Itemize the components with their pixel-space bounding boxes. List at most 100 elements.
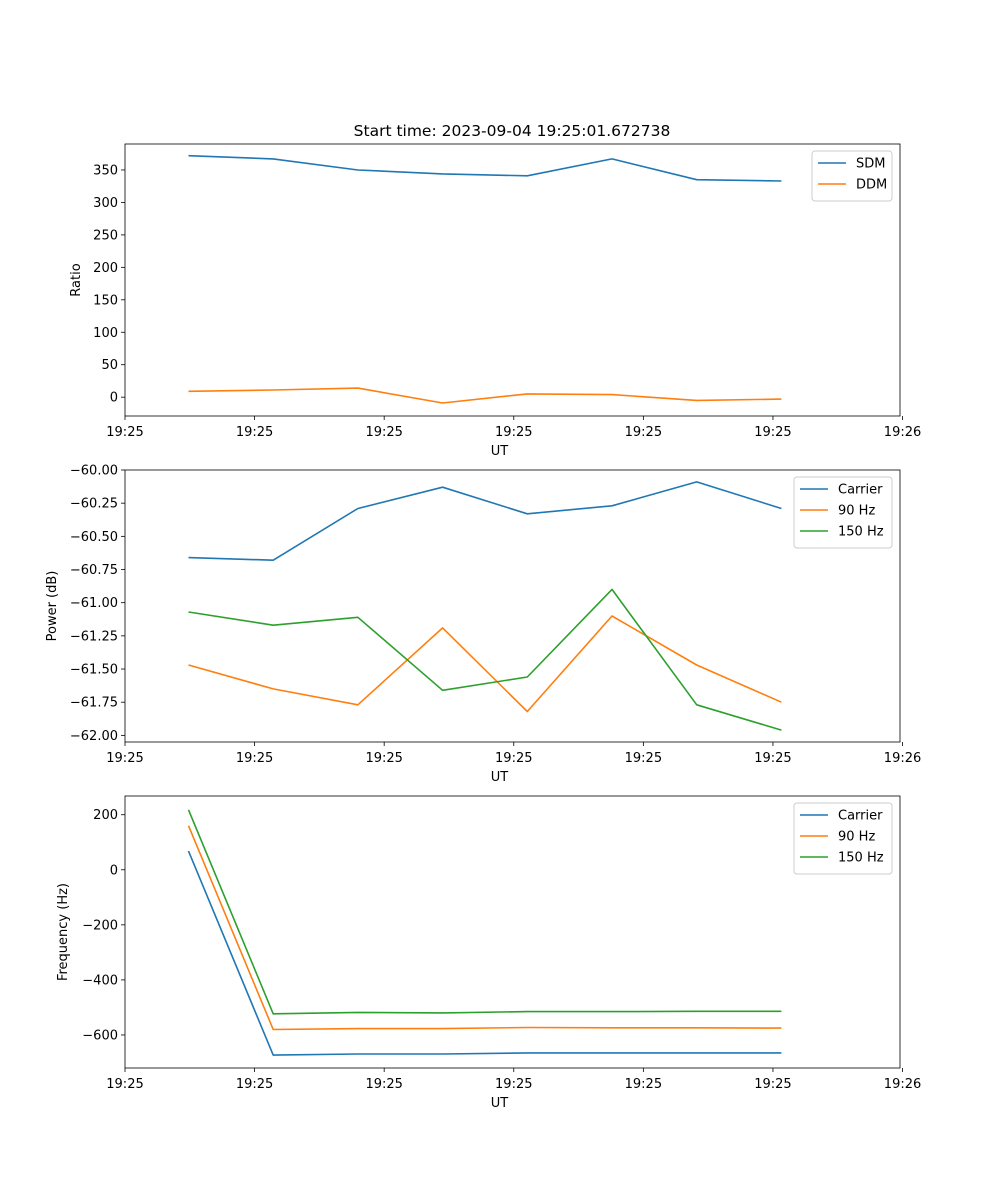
- legend: Carrier 90 Hz 150 Hz: [793, 802, 893, 875]
- frequency-data-point: [441, 1027, 445, 1031]
- x-tick-label: 19:25: [625, 751, 662, 766]
- axes-frame: [124, 469, 901, 743]
- ratio-data-point: [779, 179, 783, 183]
- legend-label: SDM: [856, 157, 885, 172]
- power-data-point: [610, 504, 614, 508]
- ratio-data-point: [610, 157, 614, 161]
- y-tick-label: 50: [101, 358, 118, 373]
- x-tick-label: 19:25: [754, 1077, 791, 1092]
- power-data-point: [525, 512, 529, 516]
- power-data-point: [779, 507, 783, 511]
- y-tick-label: −400: [82, 973, 118, 988]
- ratio-data-point: [441, 172, 445, 176]
- axes-frame: [124, 795, 901, 1069]
- legend: Carrier 90 Hz 150 Hz: [793, 476, 893, 549]
- x-axis-label: UT: [491, 1096, 509, 1111]
- power-data-point: [525, 675, 529, 679]
- frequency-series-line-carrier: [187, 850, 782, 1056]
- power-data-point: [779, 700, 783, 704]
- frequency-data-point: [610, 1010, 614, 1014]
- power-data-point: [441, 688, 445, 692]
- y-tick-label: −60.25: [70, 497, 118, 512]
- y-tick-label: −60.50: [70, 530, 118, 545]
- frequency-data-point: [610, 1051, 614, 1055]
- power-series-line-90-hz: [188, 615, 782, 713]
- ratio-data-point: [695, 178, 699, 182]
- legend-label: 90 Hz: [838, 830, 875, 845]
- power-data-point: [441, 485, 445, 489]
- y-tick-label: 0: [110, 391, 118, 406]
- y-tick-label: 300: [93, 196, 118, 211]
- frequency-data-point: [525, 1026, 529, 1030]
- power-data-point: [271, 623, 275, 627]
- power-data-point: [271, 687, 275, 691]
- legend-label: 150 Hz: [838, 851, 884, 866]
- ratio-data-point: [525, 174, 529, 178]
- y-tick-label: 200: [93, 261, 118, 276]
- legend: SDM DDM: [811, 150, 893, 202]
- power-data-point: [271, 558, 275, 562]
- legend-label: 90 Hz: [838, 504, 875, 519]
- x-tick-label: 19:25: [365, 751, 402, 766]
- power-data-point: [779, 728, 783, 732]
- power-data-point: [187, 663, 191, 667]
- frequency-series-line-150-hz: [187, 809, 782, 1015]
- ratio-data-point: [525, 392, 529, 396]
- x-tick-label: 19:25: [365, 425, 402, 440]
- y-tick-label: −600: [82, 1028, 118, 1043]
- ratio-panel: 0 50 100 150 200 250 300 350 19:25 19:25 19:25 19:2…: [69, 143, 921, 459]
- x-tick-label: 19:25: [625, 1077, 662, 1092]
- y-tick-label: −60.00: [70, 464, 118, 479]
- frequency-data-point: [271, 1012, 275, 1016]
- y-tick-label: 350: [93, 163, 118, 178]
- legend-label: 150 Hz: [838, 525, 884, 540]
- x-axis-label: UT: [491, 444, 509, 459]
- x-tick-label: 19:25: [365, 1077, 402, 1092]
- legend-label: Carrier: [838, 483, 883, 498]
- x-tick-label: 19:25: [106, 751, 143, 766]
- frequency-data-point: [187, 849, 191, 853]
- power-data-point: [695, 480, 699, 484]
- power-data-point: [610, 587, 614, 591]
- y-tick-label: −61.50: [70, 663, 118, 678]
- frequency-data-point: [356, 1052, 360, 1056]
- x-tick-label: 19:25: [754, 425, 791, 440]
- power-data-point: [356, 507, 360, 511]
- x-tick-label: 19:25: [754, 751, 791, 766]
- y-tick-label: 0: [110, 863, 118, 878]
- axes-frame: [124, 143, 901, 417]
- frequency-series-line-90-hz: [187, 825, 782, 1031]
- ratio-data-point: [441, 401, 445, 405]
- ratio-series-line-ddm: [188, 387, 782, 404]
- y-tick-label: −61.00: [70, 596, 118, 611]
- y-tick-label: −61.25: [70, 629, 118, 644]
- legend-label: DDM: [856, 178, 887, 193]
- y-axis-label: Ratio: [69, 263, 84, 296]
- ratio-data-point: [187, 389, 191, 393]
- x-tick-label: 19:25: [495, 751, 532, 766]
- x-tick-label: 19:26: [884, 751, 921, 766]
- power-data-point: [695, 703, 699, 707]
- power-data-point: [356, 615, 360, 619]
- frequency-data-point: [779, 1026, 783, 1030]
- frequency-data-point: [271, 1028, 275, 1032]
- y-tick-label: 250: [93, 228, 118, 243]
- frequency-data-point: [441, 1011, 445, 1015]
- y-tick-label: 200: [93, 808, 118, 823]
- x-tick-label: 19:25: [495, 425, 532, 440]
- frequency-data-point: [695, 1051, 699, 1055]
- x-tick-label: 19:26: [884, 1077, 921, 1092]
- frequency-data-point: [779, 1009, 783, 1013]
- ratio-data-point: [356, 168, 360, 172]
- y-tick-label: −62.00: [70, 729, 118, 744]
- power-panel: −60.00 −60.25 −60.50 −60.75 −61.00 −61.25 −61.…: [45, 464, 921, 786]
- ratio-data-point: [271, 388, 275, 392]
- x-tick-label: 19:25: [236, 425, 273, 440]
- y-tick-label: 150: [93, 293, 118, 308]
- frequency-data-point: [187, 808, 191, 812]
- y-tick-label: −61.75: [70, 696, 118, 711]
- power-data-point: [441, 626, 445, 630]
- frequency-panel: 200 0 −200 −400 −600 19:25 19:25 19:25 19:25 19:2…: [56, 795, 921, 1111]
- y-tick-label: −200: [82, 918, 118, 933]
